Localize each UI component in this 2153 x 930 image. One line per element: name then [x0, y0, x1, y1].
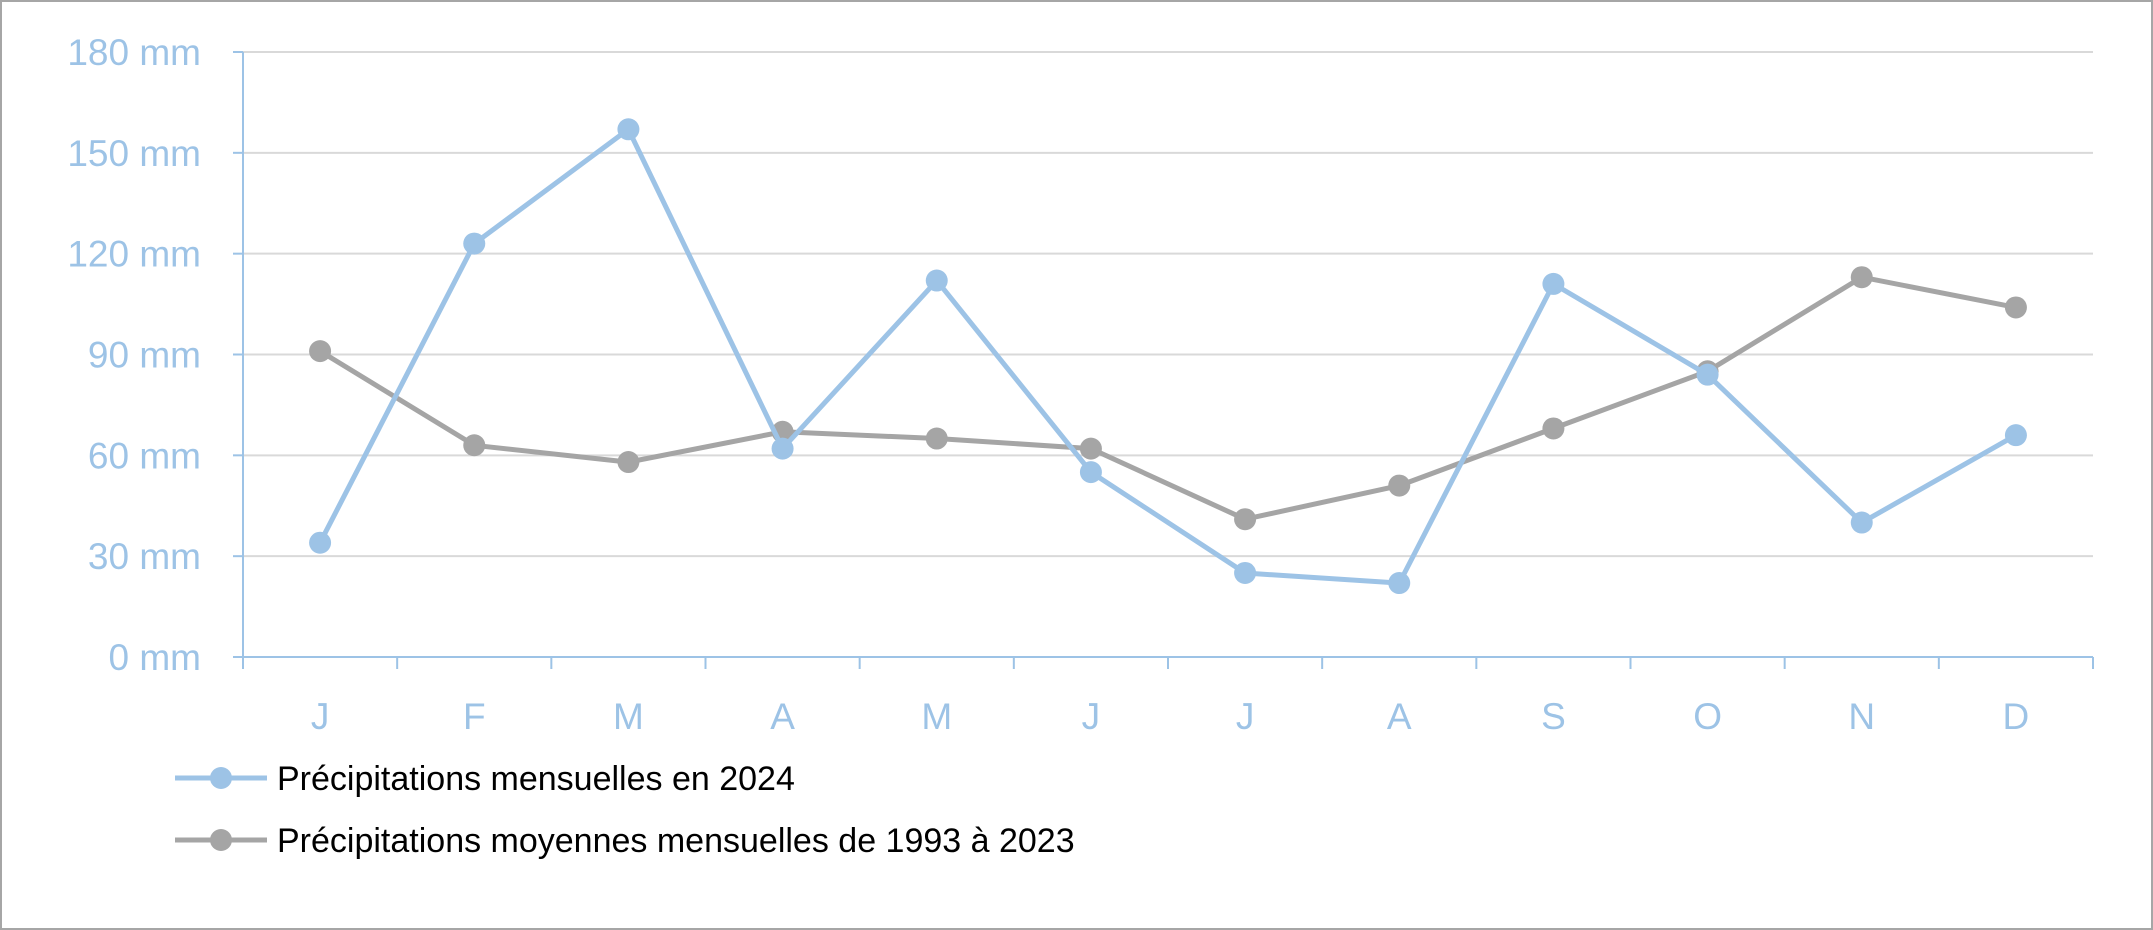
series-2 [309, 266, 2027, 531]
series-line [317, 126, 2018, 586]
data-point [1388, 474, 1411, 497]
x-tick-label: J [311, 696, 330, 737]
y-tick-label: 150 mm [67, 133, 201, 174]
x-tick-label: A [770, 696, 795, 737]
data-point [463, 434, 486, 457]
legend-label: Précipitations mensuelles en 2024 [277, 760, 795, 798]
legend-item: Précipitations mensuelles en 2024 [175, 760, 795, 798]
legend-marker [210, 829, 232, 851]
x-tick-label: F [463, 696, 486, 737]
legend-label: Précipitations moyennes mensuelles de 19… [277, 822, 1075, 860]
x-tick-label: O [1693, 696, 1722, 737]
series-line [318, 274, 2017, 522]
data-point [1079, 461, 1102, 484]
data-point [1850, 511, 1873, 534]
data-point [1234, 561, 1257, 584]
data-point [1696, 363, 1719, 386]
data-point [1079, 437, 1102, 460]
data-point [617, 118, 640, 141]
data-point [617, 451, 640, 474]
x-tick-label: N [1848, 696, 1875, 737]
legend-item: Précipitations moyennes mensuelles de 19… [175, 822, 1075, 860]
data-point [1542, 272, 1565, 295]
data-point [925, 427, 948, 450]
data-point [2004, 296, 2027, 319]
y-tick-label: 90 mm [88, 335, 201, 376]
data-point [1542, 417, 1565, 440]
series-1 [309, 118, 2027, 595]
y-tick-label: 0 mm [109, 637, 202, 678]
data-point [309, 340, 332, 363]
y-tick-label: 30 mm [88, 536, 201, 577]
x-tick-label: A [1387, 696, 1412, 737]
data-point [771, 437, 794, 460]
legend-marker [210, 767, 232, 789]
x-tick-label: M [613, 696, 644, 737]
x-tick-label: M [921, 696, 952, 737]
y-axis: 0 mm 30 mm 60 mm 90 mm 120 mm 150 mm 180 mm [67, 32, 244, 678]
series-lines [309, 118, 2027, 595]
y-tick-label: 60 mm [88, 435, 201, 476]
data-point [1850, 266, 1873, 289]
data-point [1234, 508, 1257, 531]
x-tick-label: D [2003, 696, 2030, 737]
data-point [2004, 424, 2027, 447]
x-tick-label: J [1236, 696, 1255, 737]
data-point [463, 232, 486, 255]
data-point [925, 269, 948, 292]
x-tick-label: S [1541, 696, 1566, 737]
y-tick-label: 180 mm [67, 32, 201, 73]
legend: Précipitations mensuelles en 2024 Précipi… [175, 760, 1075, 860]
data-point [1388, 572, 1411, 595]
y-tick-label: 120 mm [67, 234, 201, 275]
x-tick-label: J [1082, 696, 1101, 737]
data-point [309, 531, 332, 554]
